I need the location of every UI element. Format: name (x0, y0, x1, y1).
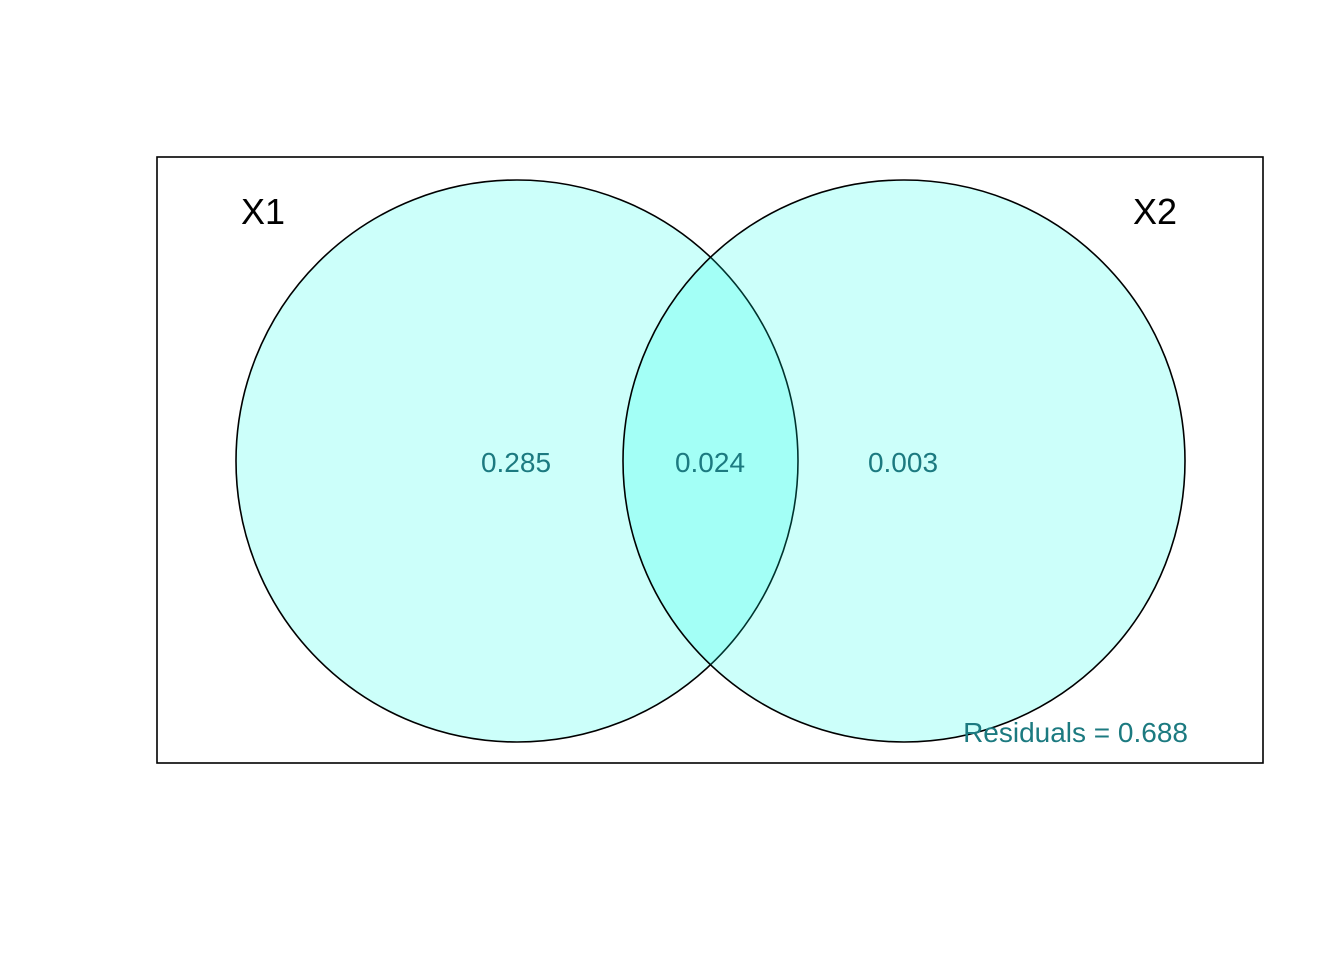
set-label-x1: X1 (241, 191, 285, 232)
plot-frame (156, 156, 1264, 764)
set-circle-x2 (622, 179, 1186, 743)
region-value-x2-only: 0.003 (868, 447, 938, 478)
residuals-label: Residuals = 0.688 (963, 717, 1188, 748)
set-circle-x1 (235, 179, 799, 743)
region-value-x1-only: 0.285 (481, 447, 551, 478)
region-value-intersection: 0.024 (675, 447, 745, 478)
set-label-x2: X2 (1133, 191, 1177, 232)
